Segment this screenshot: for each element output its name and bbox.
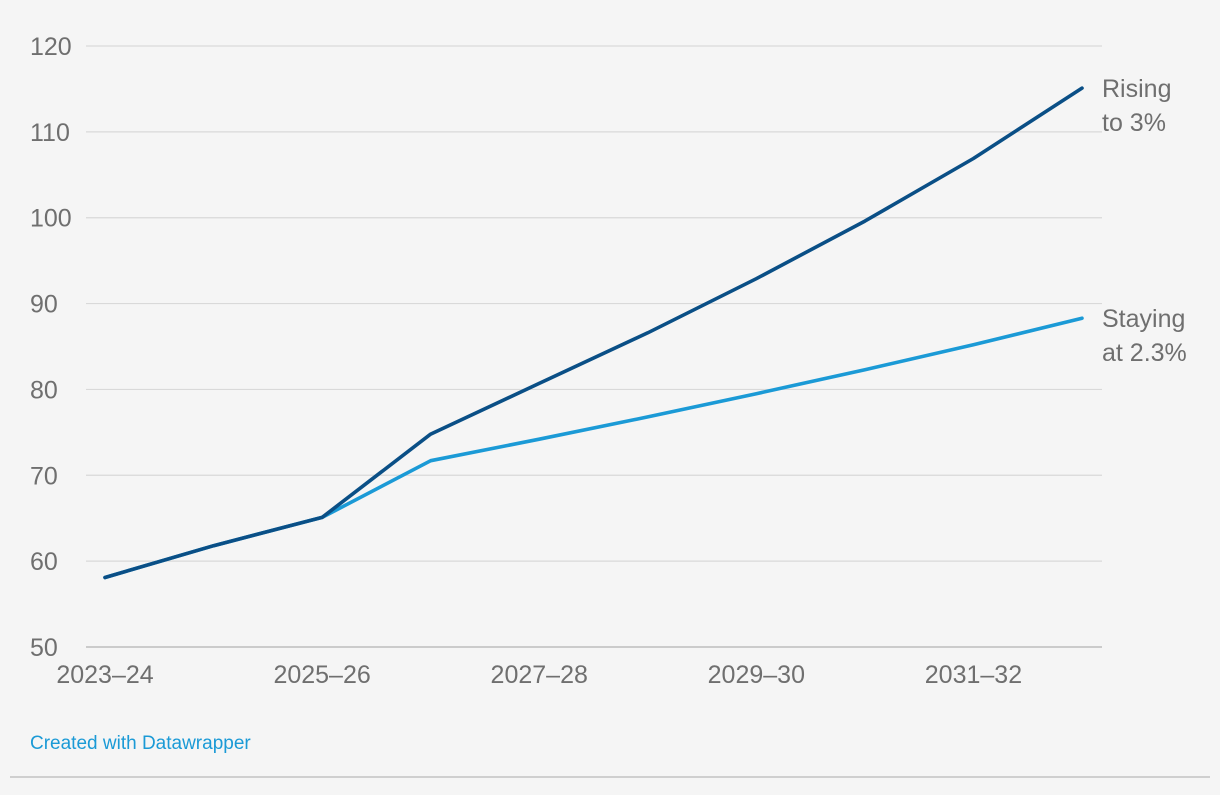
gridlines [86,45,1102,648]
datawrapper-credit-link[interactable]: Created with Datawrapper [30,733,251,754]
y-tick-label: 110 [30,119,70,147]
y-axis-tick-labels: 50 60 70 80 90 100 110 120 [30,33,72,662]
x-tick-label: 2023–24 [56,661,153,689]
x-tick-label: 2027–28 [491,661,588,689]
series-labels: Rising to 3% Staying at 2.3% [1102,75,1187,367]
y-tick-label: 80 [30,376,58,404]
y-tick-label: 90 [30,291,58,319]
series-end-label: Staying at 2.3% [1102,305,1187,367]
series-line [103,86,1084,580]
x-tick-label: 2025–26 [273,661,370,689]
x-axis-tick-labels: 2023–24 2025–26 2027–28 2029–30 2031–32 [56,661,1022,689]
x-tick-label: 2029–30 [708,661,805,689]
y-tick-label: 120 [30,33,72,61]
y-tick-label: 70 [30,462,58,490]
series-end-label: Rising to 3% [1102,75,1171,137]
y-tick-label: 60 [30,548,58,576]
x-tick-label: 2031–32 [925,661,1022,689]
y-tick-label: 100 [30,205,72,233]
series-lines [103,86,1084,580]
footer-divider [10,776,1210,778]
y-tick-label: 50 [30,634,58,662]
